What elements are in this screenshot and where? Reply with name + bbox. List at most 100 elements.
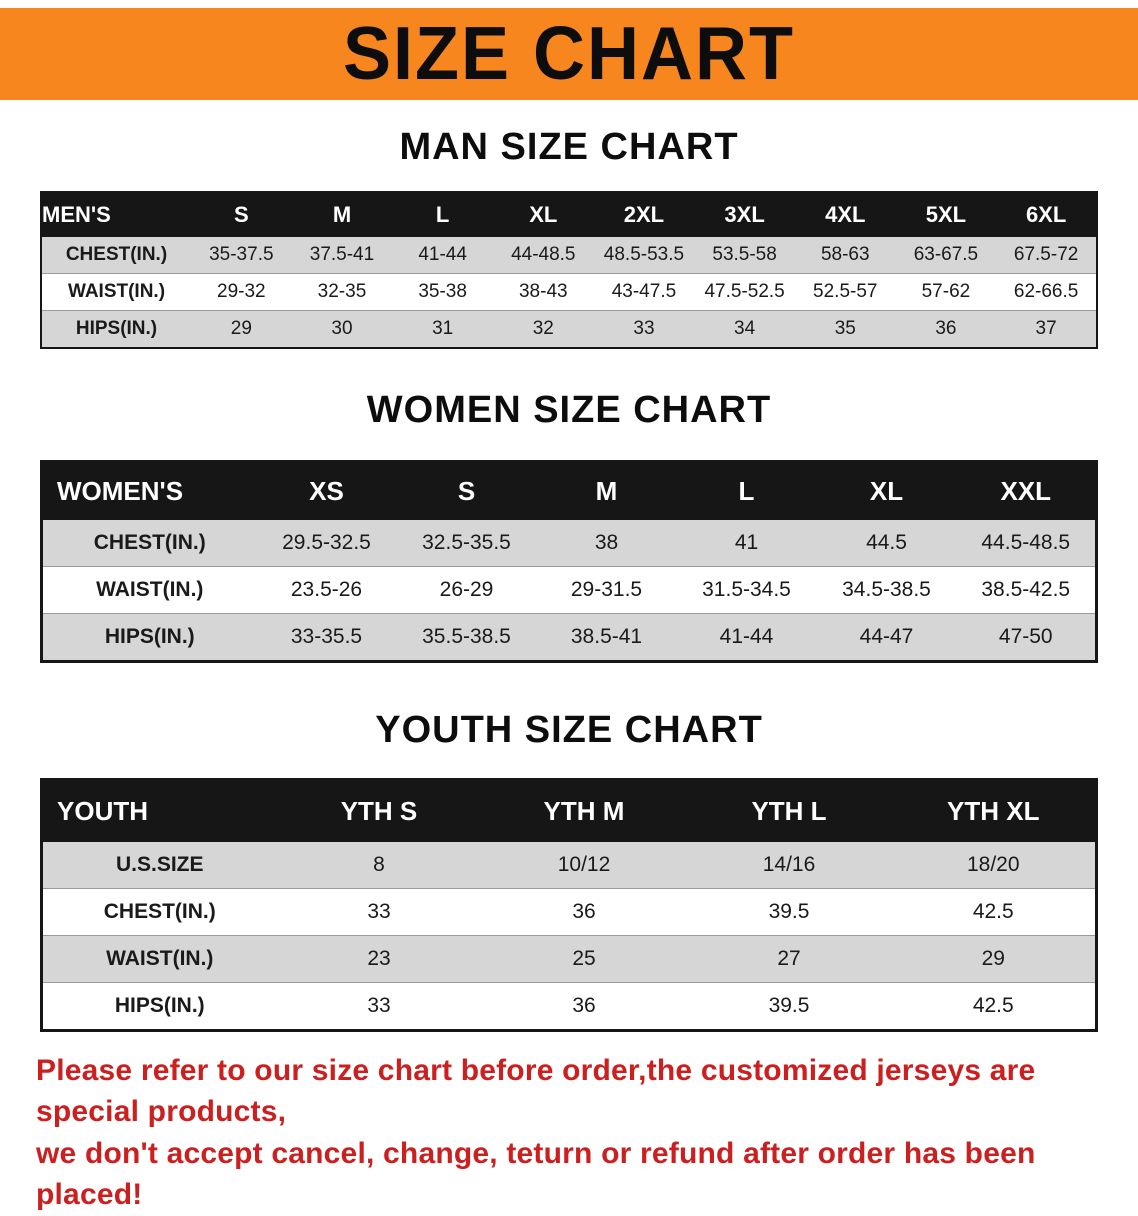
value-cell: 41-44 bbox=[676, 613, 817, 662]
value-cell: 47-50 bbox=[956, 613, 1097, 662]
value-cell: 8 bbox=[276, 842, 482, 889]
disclaimer-line-1: Please refer to our size chart before or… bbox=[36, 1054, 1036, 1129]
size-header-cell: L bbox=[392, 192, 493, 237]
size-header-cell: 4XL bbox=[794, 192, 896, 237]
value-cell: 32-35 bbox=[291, 273, 393, 311]
size-header-cell: YTH M bbox=[481, 779, 687, 842]
table-row: U.S.SIZE 8 10/12 14/16 18/20 bbox=[41, 842, 1097, 889]
value-cell: 36 bbox=[895, 310, 997, 348]
value-cell: 33 bbox=[593, 310, 695, 348]
disclaimer-line-2: we don't accept cancel, change, teturn o… bbox=[36, 1136, 1036, 1212]
value-cell: 34.5-38.5 bbox=[816, 566, 957, 614]
mens-size-chart-table: MEN'S S M L XL 2XL 3XL 4XL 5XL 6XL CHEST(IN.) 35-37… bbox=[40, 191, 1098, 349]
value-cell: 47.5-52.5 bbox=[694, 273, 795, 311]
size-chart-banner: SIZE CHART bbox=[0, 8, 1138, 100]
header-row: YOUTH YTH S YTH M YTH L YTH XL bbox=[41, 779, 1097, 842]
value-cell: 32 bbox=[492, 310, 594, 348]
value-cell: 36 bbox=[481, 888, 687, 936]
value-cell: 39.5 bbox=[686, 982, 892, 1031]
value-cell: 18/20 bbox=[891, 842, 1097, 889]
size-header-cell: 6XL bbox=[996, 192, 1097, 237]
value-cell: 35.5-38.5 bbox=[396, 613, 537, 662]
value-cell: 38-43 bbox=[492, 273, 594, 311]
value-cell: 29-31.5 bbox=[536, 566, 677, 614]
size-header-cell: YTH XL bbox=[891, 779, 1097, 842]
value-cell: 53.5-58 bbox=[694, 237, 795, 274]
man-size-chart-heading: MAN SIZE CHART bbox=[399, 126, 739, 168]
youth-size-chart-heading: YOUTH SIZE CHART bbox=[375, 709, 763, 751]
row-label-cell: HIPS(IN.) bbox=[41, 982, 277, 1031]
value-cell: 29-32 bbox=[191, 273, 292, 311]
table-row: CHEST(IN.) 35-37.5 37.5-41 41-44 44-48.5 48.5… bbox=[41, 237, 1097, 274]
size-header-cell: S bbox=[396, 461, 537, 520]
value-cell: 25 bbox=[481, 935, 687, 983]
row-label-cell: HIPS(IN.) bbox=[41, 613, 257, 662]
row-label-cell: CHEST(IN.) bbox=[41, 888, 277, 936]
value-cell: 48.5-53.5 bbox=[593, 237, 695, 274]
value-cell: 44.5-48.5 bbox=[956, 520, 1097, 567]
value-cell: 35-37.5 bbox=[191, 237, 292, 274]
row-label-cell: CHEST(IN.) bbox=[41, 520, 257, 567]
value-cell: 38 bbox=[536, 520, 677, 567]
value-cell: 30 bbox=[291, 310, 393, 348]
disclaimer-text: Please refer to our size chart before or… bbox=[36, 1050, 1102, 1216]
value-cell: 10/12 bbox=[481, 842, 687, 889]
value-cell: 67.5-72 bbox=[996, 237, 1097, 274]
value-cell: 27 bbox=[686, 935, 892, 983]
size-header-cell: S bbox=[191, 192, 292, 237]
row-label-cell: WAIST(IN.) bbox=[41, 935, 277, 983]
value-cell: 29 bbox=[891, 935, 1097, 983]
value-cell: 38.5-42.5 bbox=[956, 566, 1097, 614]
row-label-cell: CHEST(IN.) bbox=[41, 237, 191, 274]
value-cell: 23.5-26 bbox=[256, 566, 397, 614]
size-header-cell: YTH L bbox=[686, 779, 892, 842]
table-row: WAIST(IN.) 29-32 32-35 35-38 38-43 43-47.5 47.… bbox=[41, 273, 1097, 311]
value-cell: 26-29 bbox=[396, 566, 537, 614]
size-header-cell: XL bbox=[816, 461, 957, 520]
value-cell: 14/16 bbox=[686, 842, 892, 889]
header-row: WOMEN'S XS S M L XL XXL bbox=[41, 461, 1097, 520]
value-cell: 31.5-34.5 bbox=[676, 566, 817, 614]
value-cell: 29 bbox=[191, 310, 292, 348]
size-header-cell: 2XL bbox=[593, 192, 695, 237]
value-cell: 36 bbox=[481, 982, 687, 1031]
table-row: HIPS(IN.) 33-35.5 35.5-38.5 38.5-41 41-44 44-… bbox=[41, 613, 1097, 662]
table-title-cell: MEN'S bbox=[41, 192, 191, 237]
size-header-cell: XL bbox=[492, 192, 594, 237]
table-row: CHEST(IN.) 29.5-32.5 32.5-35.5 38 41 44.5 44.5… bbox=[41, 520, 1097, 567]
value-cell: 58-63 bbox=[794, 237, 896, 274]
value-cell: 62-66.5 bbox=[996, 273, 1097, 311]
row-label-cell: WAIST(IN.) bbox=[41, 273, 191, 311]
value-cell: 44-48.5 bbox=[492, 237, 594, 274]
table-row: WAIST(IN.) 23.5-26 26-29 29-31.5 31.5-34.5 34… bbox=[41, 566, 1097, 614]
size-header-cell: M bbox=[291, 192, 393, 237]
size-header-cell: XXL bbox=[956, 461, 1097, 520]
value-cell: 44-47 bbox=[816, 613, 957, 662]
row-label-cell: WAIST(IN.) bbox=[41, 566, 257, 614]
table-row: HIPS(IN.) 33 36 39.5 42.5 bbox=[41, 982, 1097, 1031]
value-cell: 42.5 bbox=[891, 888, 1097, 936]
value-cell: 44.5 bbox=[816, 520, 957, 567]
value-cell: 34 bbox=[694, 310, 795, 348]
value-cell: 42.5 bbox=[891, 982, 1097, 1031]
banner-title: SIZE CHART bbox=[343, 12, 795, 96]
table-row: HIPS(IN.) 29 30 31 32 33 34 35 36 37 bbox=[41, 310, 1097, 348]
value-cell: 33-35.5 bbox=[256, 613, 397, 662]
womens-size-chart-table: WOMEN'S XS S M L XL XXL CHEST(IN.) 29.5-32.5 32.5… bbox=[40, 460, 1098, 663]
size-header-cell: YTH S bbox=[276, 779, 482, 842]
table-row: WAIST(IN.) 23 25 27 29 bbox=[41, 935, 1097, 983]
value-cell: 37 bbox=[996, 310, 1097, 348]
value-cell: 37.5-41 bbox=[291, 237, 393, 274]
youth-size-chart-table: YOUTH YTH S YTH M YTH L YTH XL U.S.SIZE 8 10/12… bbox=[40, 778, 1098, 1032]
size-header-cell: M bbox=[536, 461, 677, 520]
value-cell: 43-47.5 bbox=[593, 273, 695, 311]
row-label-cell: HIPS(IN.) bbox=[41, 310, 191, 348]
value-cell: 41-44 bbox=[392, 237, 493, 274]
mens-size-chart: MEN'S S M L XL 2XL 3XL 4XL 5XL 6XL CHEST(IN.) 35-37… bbox=[40, 191, 1098, 349]
youth-size-chart: YOUTH YTH S YTH M YTH L YTH XL U.S.SIZE 8 10/12… bbox=[40, 778, 1098, 1032]
size-header-cell: XS bbox=[256, 461, 397, 520]
size-header-cell: 3XL bbox=[694, 192, 795, 237]
size-header-cell: 5XL bbox=[895, 192, 997, 237]
value-cell: 57-62 bbox=[895, 273, 997, 311]
value-cell: 33 bbox=[276, 888, 482, 936]
